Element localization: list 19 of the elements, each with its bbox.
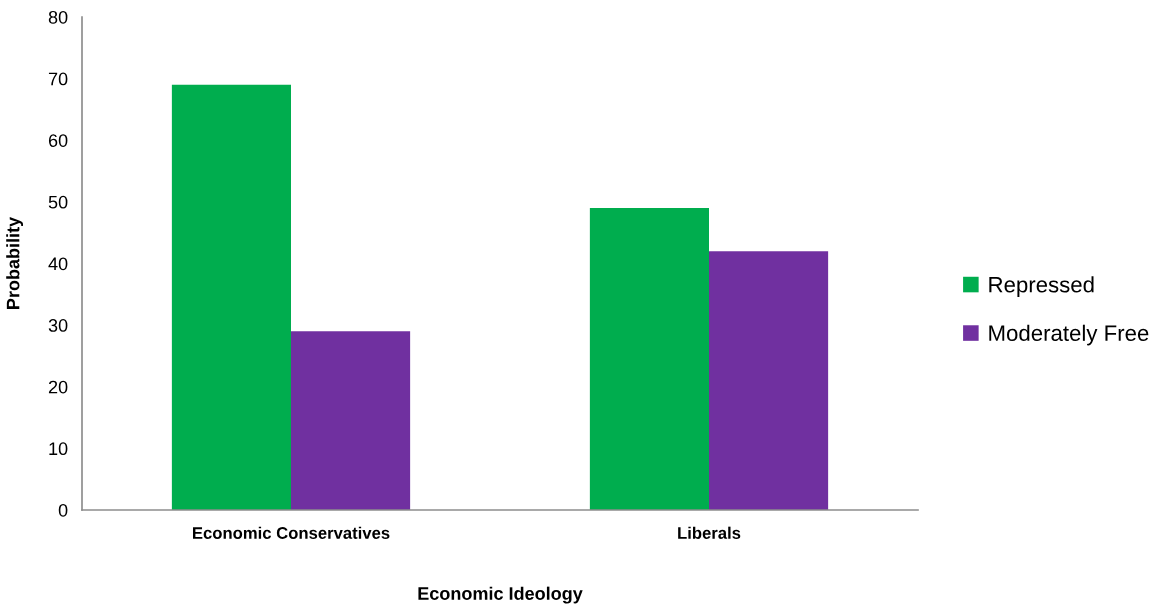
y-tick-label: 40 (48, 257, 68, 271)
legend-label: Repressed (989, 276, 1094, 297)
y-tick-label: 70 (48, 72, 68, 86)
y-tick-label: 10 (49, 442, 68, 456)
y-tick-label: 0 (58, 503, 68, 517)
y-tick-label: 80 (48, 10, 68, 24)
y-tick-label: 50 (48, 195, 68, 209)
x-axis-title: Economic Ideology (418, 586, 583, 604)
y-tick-label: 30 (48, 319, 68, 332)
y-axis-title: Probability (6, 216, 24, 309)
bar (709, 251, 829, 510)
y-tick-label: 20 (48, 380, 68, 394)
bar (291, 331, 411, 510)
bar (171, 84, 291, 510)
y-tick-label: 60 (48, 134, 68, 147)
bar (589, 208, 709, 510)
legend-label: Moderately Free (989, 324, 1149, 346)
x-tick-label: Economic Conservatives (193, 526, 390, 539)
x-tick-label: Liberals (678, 526, 741, 539)
